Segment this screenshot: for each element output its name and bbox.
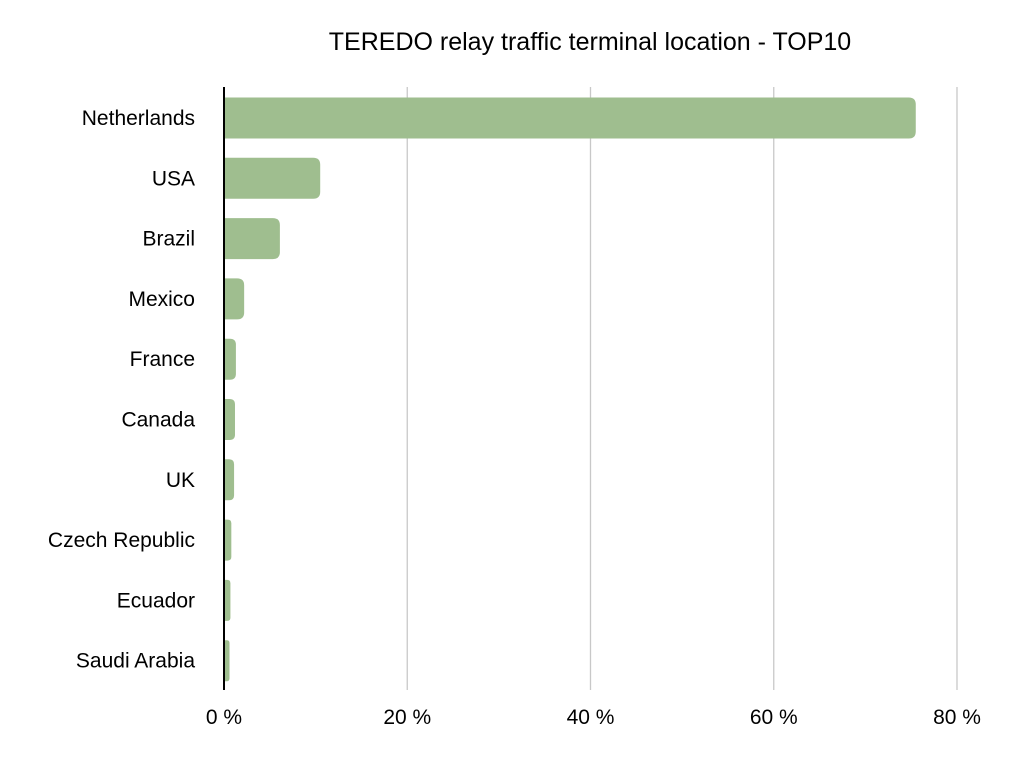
category-label-usa: USA	[152, 167, 195, 190]
bar-france	[224, 338, 236, 380]
bar-uk	[224, 459, 235, 501]
category-label-uk: UK	[166, 469, 195, 492]
bar-usa	[224, 157, 321, 199]
gridlines	[406, 87, 958, 690]
bar-mexico	[224, 278, 245, 320]
category-label-saudi-arabia: Saudi Arabia	[76, 650, 195, 673]
bar-netherlands	[224, 97, 916, 139]
x-tick-label-40: 40 %	[567, 706, 615, 729]
category-label-brazil: Brazil	[142, 228, 195, 251]
bar-czech-republic	[224, 519, 232, 561]
category-label-canada: Canada	[121, 409, 195, 432]
x-tick-labels: 0 % 20 % 40 % 60 % 80 %	[206, 706, 981, 729]
category-label-ecuador: Ecuador	[117, 589, 195, 612]
bar-brazil	[224, 218, 280, 260]
x-tick-label-20: 20 %	[383, 706, 431, 729]
x-tick-label-0: 0 %	[206, 706, 242, 729]
category-label-netherlands: Netherlands	[82, 107, 195, 130]
category-label-mexico: Mexico	[128, 288, 195, 311]
x-tick-label-60: 60 %	[750, 706, 798, 729]
category-label-france: France	[130, 348, 195, 371]
category-label-czech-republic: Czech Republic	[48, 529, 195, 552]
x-tick-label-80: 80 %	[933, 706, 981, 729]
bars	[224, 97, 916, 682]
bar-ecuador	[224, 579, 231, 621]
bar-saudi-arabia	[224, 640, 230, 682]
chart-title: TEREDO relay traffic terminal location -…	[329, 28, 851, 56]
bar-canada	[224, 399, 235, 440]
category-labels: Netherlands USA Brazil Mexico France Canada UK…	[48, 107, 195, 673]
